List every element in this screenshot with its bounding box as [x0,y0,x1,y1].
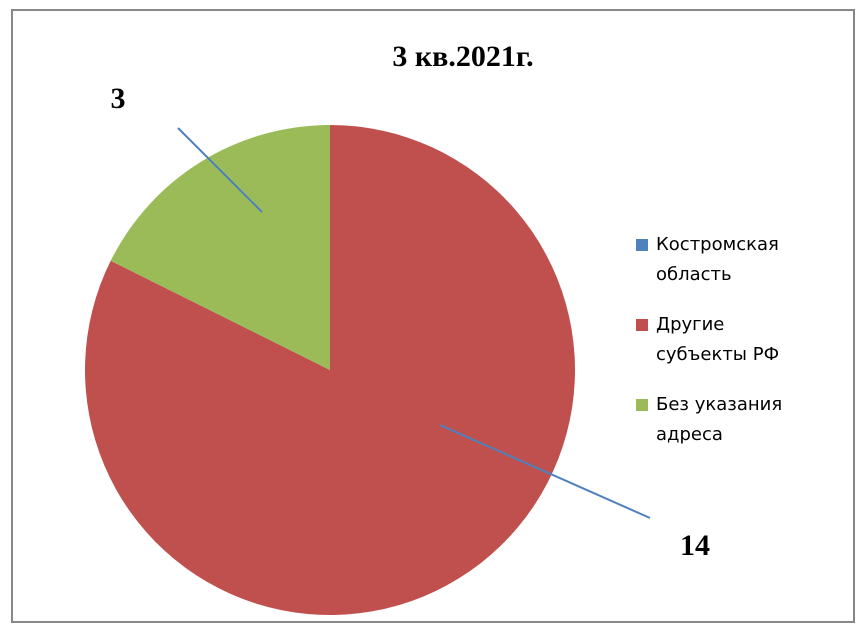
legend-item: Без указания адреса [636,390,816,450]
data-label: 14 [680,529,710,562]
leader-line [439,424,651,519]
data-label: 3 [111,82,126,115]
legend-label: Без указания адреса [656,394,783,445]
legend-item: Другие субъекты РФ [636,310,816,370]
legend-label: Костромская область [656,234,779,285]
chart-title: 3 кв.2021г. [392,40,533,73]
legend-label: Другие субъекты РФ [656,314,780,365]
legend: Костромская область Другие субъекты РФ Без… [636,230,816,470]
legend-item: Костромская область [636,230,816,290]
pie-slice [110,125,330,370]
legend-swatch [636,399,648,411]
leader-line [177,127,263,213]
legend-swatch [636,239,648,251]
legend-swatch [636,319,648,331]
pie-slice [84,125,575,616]
